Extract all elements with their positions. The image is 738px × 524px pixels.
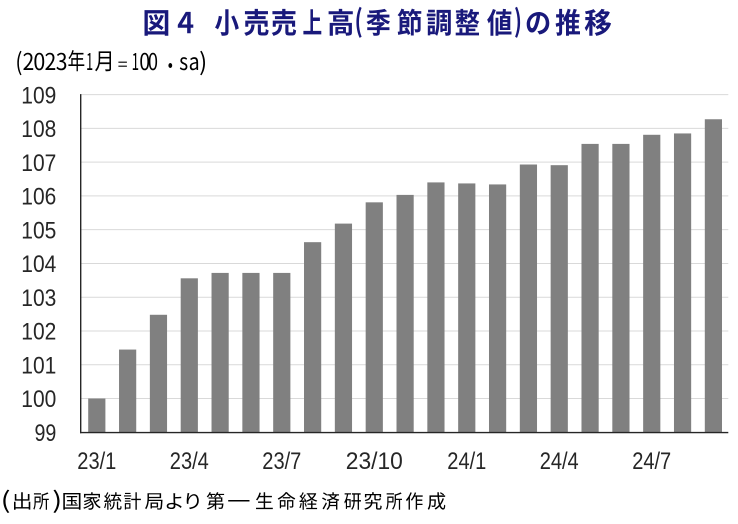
svg-text:23/1: 23/1 <box>77 449 116 475</box>
svg-text:100: 100 <box>21 387 56 413</box>
svg-text:24/1: 24/1 <box>447 449 486 475</box>
svg-text:106: 106 <box>21 185 56 211</box>
svg-text:101: 101 <box>21 353 56 379</box>
svg-text:24/4: 24/4 <box>540 449 579 475</box>
svg-text:24/7: 24/7 <box>632 449 671 475</box>
svg-text:99: 99 <box>35 421 57 447</box>
svg-text:103: 103 <box>21 286 56 312</box>
svg-text:23/4: 23/4 <box>170 449 209 475</box>
svg-text:107: 107 <box>21 151 56 177</box>
svg-text:23/7: 23/7 <box>262 449 301 475</box>
svg-text:109: 109 <box>21 83 56 109</box>
svg-text:23/10: 23/10 <box>346 449 403 475</box>
svg-text:104: 104 <box>21 252 56 278</box>
svg-text:108: 108 <box>21 117 56 143</box>
svg-text:105: 105 <box>21 218 56 244</box>
svg-text:102: 102 <box>21 320 56 346</box>
